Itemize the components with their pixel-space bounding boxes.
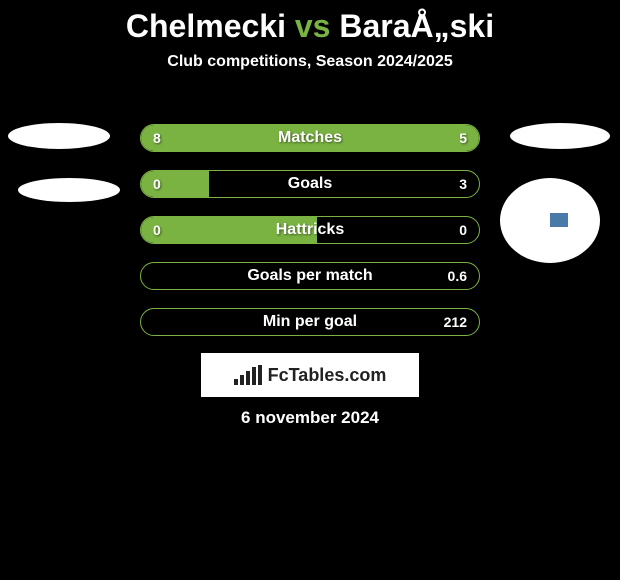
stat-label: Hattricks — [141, 217, 479, 243]
stat-right-value: 0.6 — [448, 263, 467, 289]
stat-bar: Goals per match0.6 — [140, 262, 480, 290]
stat-label: Goals per match — [141, 263, 479, 289]
stat-label: Goals — [141, 171, 479, 197]
logo-text: FcTables.com — [268, 365, 387, 386]
stat-right-value: 0 — [459, 217, 467, 243]
player2-name: BaraÅ„ski — [339, 8, 494, 44]
stat-bar: 8Matches5 — [140, 124, 480, 152]
player2-photo-placeholder — [510, 123, 610, 149]
missing-image-icon — [550, 213, 568, 227]
stat-bar: 0Hattricks0 — [140, 216, 480, 244]
player1-photo-placeholder — [8, 123, 110, 149]
stat-label: Min per goal — [141, 309, 479, 335]
vs-label: vs — [295, 8, 331, 44]
subtitle: Club competitions, Season 2024/2025 — [0, 53, 620, 71]
page-title: Chelmecki vs BaraÅ„ski — [0, 0, 620, 53]
stat-bar: Min per goal212 — [140, 308, 480, 336]
stat-right-value: 5 — [459, 125, 467, 151]
player1-badge-placeholder — [18, 178, 120, 202]
player1-name: Chelmecki — [126, 8, 286, 44]
fctables-logo[interactable]: FcTables.com — [201, 353, 419, 397]
logo-bars-icon — [234, 365, 262, 385]
stat-bar: 0Goals3 — [140, 170, 480, 198]
stats-container: 8Matches50Goals30Hattricks0Goals per mat… — [140, 124, 480, 354]
stat-right-value: 3 — [459, 171, 467, 197]
stat-label: Matches — [141, 125, 479, 151]
date-label: 6 november 2024 — [0, 408, 620, 428]
stat-right-value: 212 — [444, 309, 467, 335]
